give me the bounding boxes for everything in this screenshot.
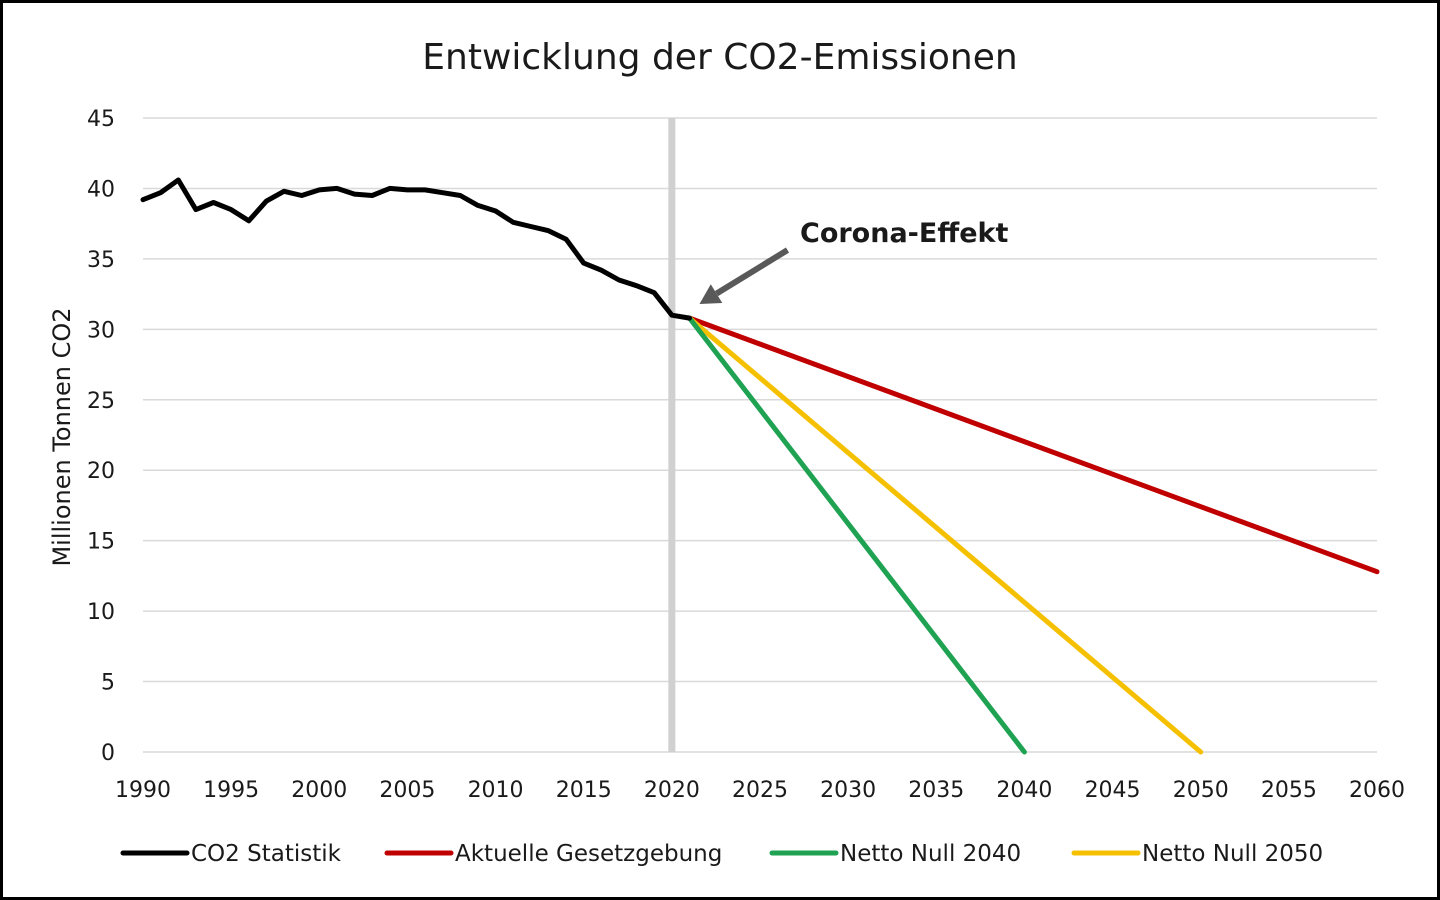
y-tick-label: 10 xyxy=(87,600,115,625)
x-tick-label: 2040 xyxy=(996,778,1052,803)
y-axis-ticks: 0 5 10 15 20 25 30 35 40 45 xyxy=(87,107,115,766)
y-tick-label: 35 xyxy=(87,248,115,273)
x-tick-label: 2020 xyxy=(644,778,700,803)
legend-label: Netto Null 2050 xyxy=(1142,841,1323,867)
x-axis-ticks: 1990 1995 2000 2005 2010 2015 2020 2025 2030 2035… xyxy=(115,778,1405,803)
x-tick-label: 2010 xyxy=(468,778,524,803)
y-tick-label: 25 xyxy=(87,389,115,414)
emissions-chart: Entwicklung der CO2-Emissionen 051015202… xyxy=(48,37,1405,867)
y-tick-label: 20 xyxy=(87,459,115,484)
x-tick-label: 2055 xyxy=(1261,778,1317,803)
y-tick-label: 40 xyxy=(87,177,115,202)
y-tick-label: 45 xyxy=(87,107,115,132)
x-tick-label: 2050 xyxy=(1173,778,1229,803)
y-tick-label: 5 xyxy=(101,671,115,696)
annotation-arrow-head xyxy=(699,284,723,305)
y-axis-label: Millionen Tonnen CO2 xyxy=(48,307,76,566)
x-tick-label: 1995 xyxy=(203,778,259,803)
series-line-netto-null-2040 xyxy=(687,315,1027,755)
annotation-label: Corona-Effekt xyxy=(800,218,1008,249)
annotation: Corona-Effekt xyxy=(699,218,1008,305)
x-tick-label: 2015 xyxy=(556,778,612,803)
x-tick-label: 2005 xyxy=(379,778,435,803)
legend: CO2 Statistik Aktuelle Gesetzgebung Netto … xyxy=(120,841,1323,867)
x-tick-label: 2060 xyxy=(1349,778,1405,803)
series-line-netto-null-2050 xyxy=(687,315,1204,755)
annotation-arrow-shaft xyxy=(714,247,790,297)
x-tick-label: 2025 xyxy=(732,778,788,803)
x-tick-label: 1990 xyxy=(115,778,171,803)
series-line-aktuelle-gesetzgebung xyxy=(687,315,1380,575)
x-tick-label: 2045 xyxy=(1085,778,1141,803)
legend-label: Netto Null 2040 xyxy=(840,841,1021,867)
y-tick-label: 30 xyxy=(87,318,115,343)
series-lines xyxy=(140,177,1380,755)
x-tick-label: 2035 xyxy=(908,778,964,803)
x-tick-label: 2030 xyxy=(820,778,876,803)
series-line-co2-statistik xyxy=(140,177,692,321)
legend-label: CO2 Statistik xyxy=(191,841,342,867)
chart-title: Entwicklung der CO2-Emissionen xyxy=(422,37,1017,78)
legend-label: Aktuelle Gesetzgebung xyxy=(455,841,722,867)
y-tick-label: 0 xyxy=(101,741,115,766)
gridlines xyxy=(143,117,1377,753)
x-tick-label: 2000 xyxy=(291,778,347,803)
y-tick-label: 15 xyxy=(87,530,115,555)
